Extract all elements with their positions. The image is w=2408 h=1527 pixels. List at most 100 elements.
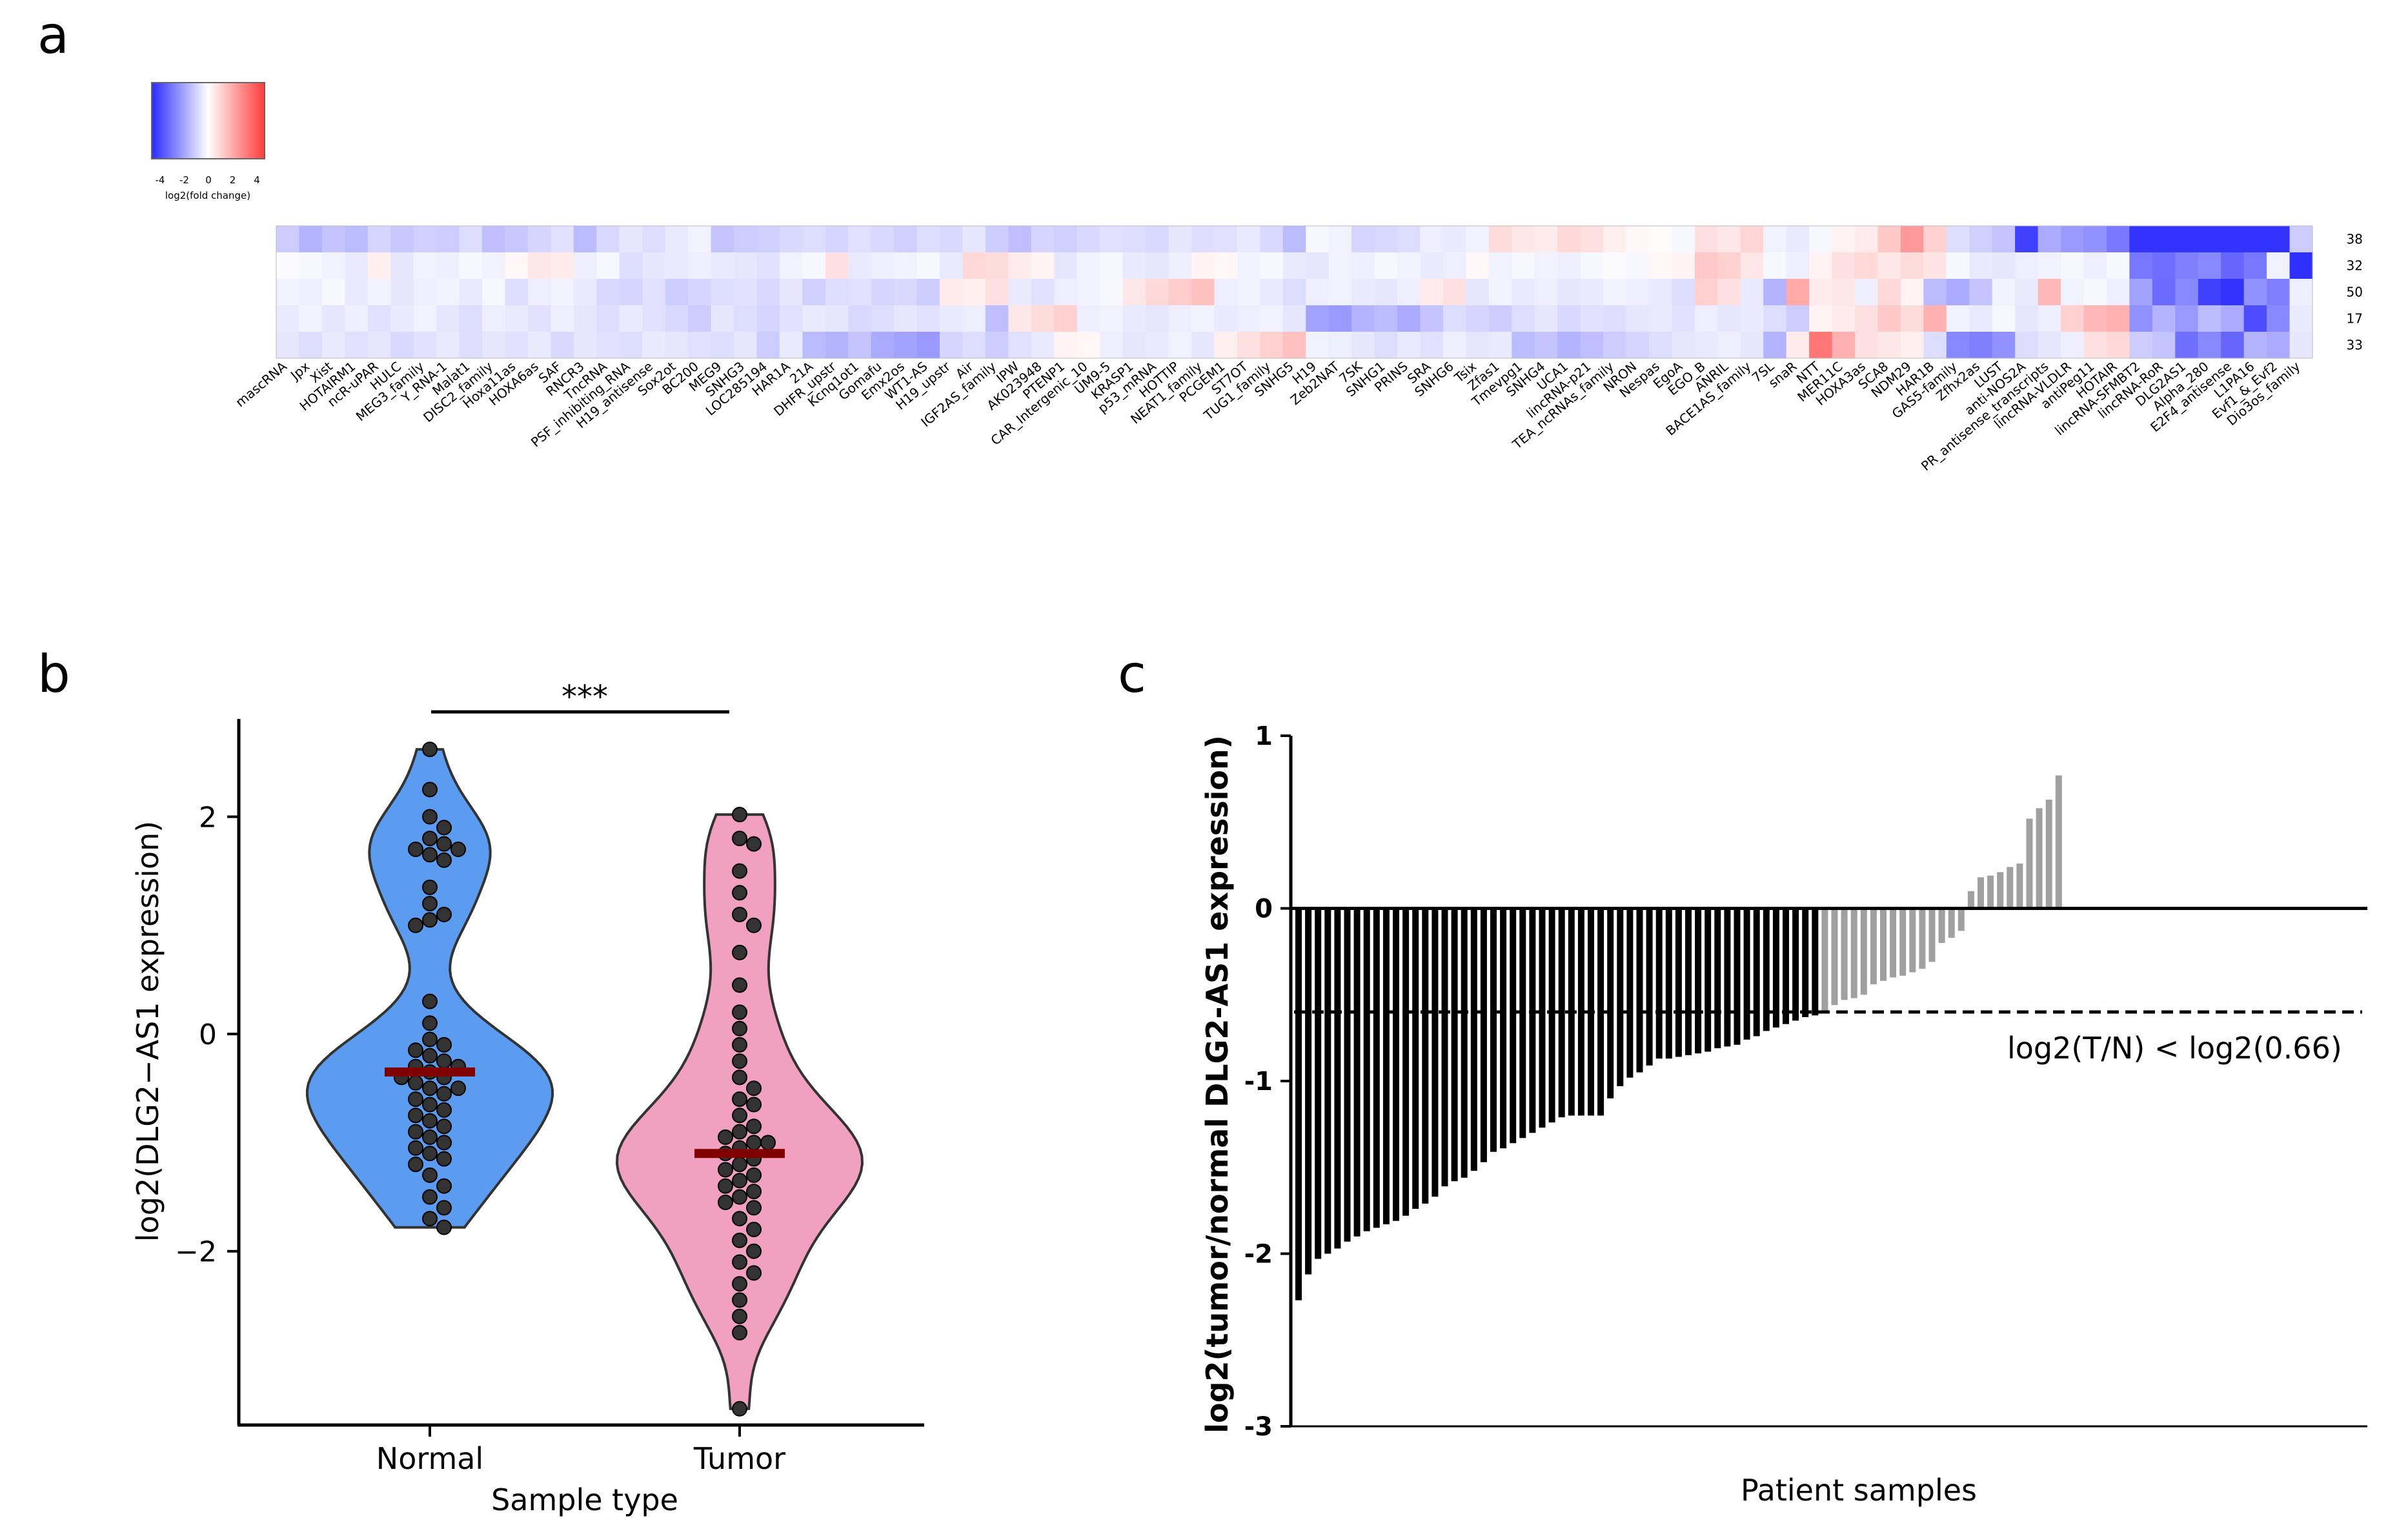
heatmap-cell bbox=[894, 305, 918, 332]
violin-point bbox=[718, 1129, 733, 1145]
heatmap-cell bbox=[1214, 332, 1238, 359]
heatmap-cell bbox=[1351, 252, 1375, 279]
heatmap-cell bbox=[985, 226, 1009, 253]
heatmap-cell bbox=[2129, 305, 2153, 332]
heatmap-cell bbox=[345, 279, 369, 306]
heatmap-cell bbox=[1580, 279, 1604, 306]
heatmap-cell bbox=[1351, 332, 1375, 359]
bar bbox=[1539, 908, 1546, 1128]
heatmap-cell bbox=[1763, 332, 1787, 359]
heatmap-row-label: 32 bbox=[2347, 258, 2363, 274]
heatmap-cell bbox=[1442, 226, 1466, 253]
violin-point bbox=[408, 1140, 423, 1156]
heatmap-cell bbox=[1900, 226, 1924, 253]
colorbar-gradient bbox=[151, 82, 265, 159]
bar-x-label: Patient samples bbox=[1741, 1473, 1977, 1508]
bar bbox=[1890, 908, 1897, 978]
colorbar-tick: 4 bbox=[254, 174, 260, 186]
heatmap-cell bbox=[1031, 332, 1055, 359]
heatmap-cell bbox=[1717, 332, 1741, 359]
heatmap-cell bbox=[1328, 279, 1352, 306]
heatmap-cell bbox=[2083, 252, 2107, 279]
heatmap-cell bbox=[825, 279, 849, 306]
heatmap-cell bbox=[1488, 279, 1512, 306]
heatmap-cell bbox=[1603, 305, 1627, 332]
heatmap-cell bbox=[1328, 252, 1352, 279]
heatmap-cell bbox=[345, 252, 369, 279]
heatmap-cell bbox=[779, 252, 803, 279]
bar bbox=[1617, 908, 1624, 1086]
heatmap-cell bbox=[1397, 226, 1421, 253]
heatmap-cell bbox=[1992, 332, 2016, 359]
panel-label-b: b bbox=[37, 644, 70, 704]
heatmap-cell bbox=[2083, 305, 2107, 332]
heatmap-cell bbox=[1214, 305, 1238, 332]
bar bbox=[1382, 908, 1390, 1224]
violin-point bbox=[408, 1157, 423, 1173]
heatmap-cell bbox=[1512, 226, 1535, 253]
heatmap-cell bbox=[1008, 305, 1032, 332]
heatmap-cell bbox=[2061, 305, 2085, 332]
violin-point bbox=[436, 1178, 452, 1194]
heatmap-cell bbox=[1237, 305, 1260, 332]
violin-point bbox=[422, 782, 438, 798]
heatmap-cell bbox=[1900, 252, 1924, 279]
heatmap-cell bbox=[367, 279, 391, 306]
violin-point bbox=[732, 1020, 747, 1037]
heatmap-cell bbox=[1534, 226, 1558, 253]
heatmap-cell bbox=[276, 305, 300, 332]
heatmap-cell bbox=[1191, 332, 1215, 359]
heatmap-cell bbox=[871, 332, 895, 359]
heatmap-cell bbox=[1191, 226, 1215, 253]
heatmap-cell bbox=[596, 305, 620, 332]
heatmap-cell bbox=[321, 252, 345, 279]
heatmap-cell bbox=[1534, 332, 1558, 359]
violin-point bbox=[436, 1200, 452, 1216]
heatmap-cell bbox=[642, 252, 666, 279]
heatmap-cell bbox=[299, 305, 323, 332]
heatmap-cell bbox=[2175, 279, 2199, 306]
heatmap-cell bbox=[1786, 332, 1810, 359]
violin-point bbox=[732, 1107, 747, 1124]
heatmap-cell bbox=[1122, 332, 1146, 359]
violin-point bbox=[718, 1195, 733, 1210]
heatmap-cell bbox=[802, 332, 826, 359]
heatmap-cell bbox=[459, 252, 483, 279]
heatmap-cell bbox=[985, 332, 1009, 359]
heatmap-cell bbox=[1260, 252, 1284, 279]
bar bbox=[1967, 891, 1974, 909]
heatmap-cell bbox=[733, 332, 758, 359]
violin-point bbox=[718, 1162, 733, 1178]
heatmap-cell bbox=[2083, 279, 2107, 306]
heatmap-cell bbox=[596, 226, 620, 253]
heatmap-cell bbox=[940, 252, 964, 279]
heatmap-column-label: mascRNA bbox=[232, 358, 290, 410]
heatmap-cell bbox=[1512, 305, 1535, 332]
heatmap-cell bbox=[688, 332, 712, 359]
heatmap-cell bbox=[1672, 226, 1695, 253]
heatmap-cell bbox=[1855, 226, 1879, 253]
heatmap-cell bbox=[1717, 252, 1741, 279]
heatmap-cell bbox=[2129, 332, 2153, 359]
bar bbox=[1441, 908, 1448, 1187]
heatmap-cell bbox=[1466, 279, 1490, 306]
heatmap-cell bbox=[665, 226, 689, 253]
bar bbox=[1344, 908, 1351, 1242]
heatmap-cell bbox=[1923, 305, 1947, 332]
heatmap-cell bbox=[2038, 332, 2061, 359]
bar bbox=[1675, 908, 1682, 1057]
heatmap-cell bbox=[1763, 226, 1787, 253]
bar bbox=[1695, 908, 1702, 1054]
heatmap-cell bbox=[825, 252, 849, 279]
violin-point bbox=[436, 820, 452, 836]
violin-point bbox=[408, 1124, 423, 1140]
violin-point bbox=[746, 917, 762, 933]
heatmap-cell bbox=[1969, 252, 1993, 279]
heatmap-cell bbox=[1420, 252, 1444, 279]
heatmap-cell bbox=[1832, 252, 1856, 279]
heatmap-cell bbox=[779, 305, 803, 332]
heatmap-cell bbox=[459, 279, 483, 306]
heatmap-cell bbox=[1237, 252, 1260, 279]
violin-point bbox=[436, 836, 452, 852]
heatmap-cell bbox=[1351, 279, 1375, 306]
